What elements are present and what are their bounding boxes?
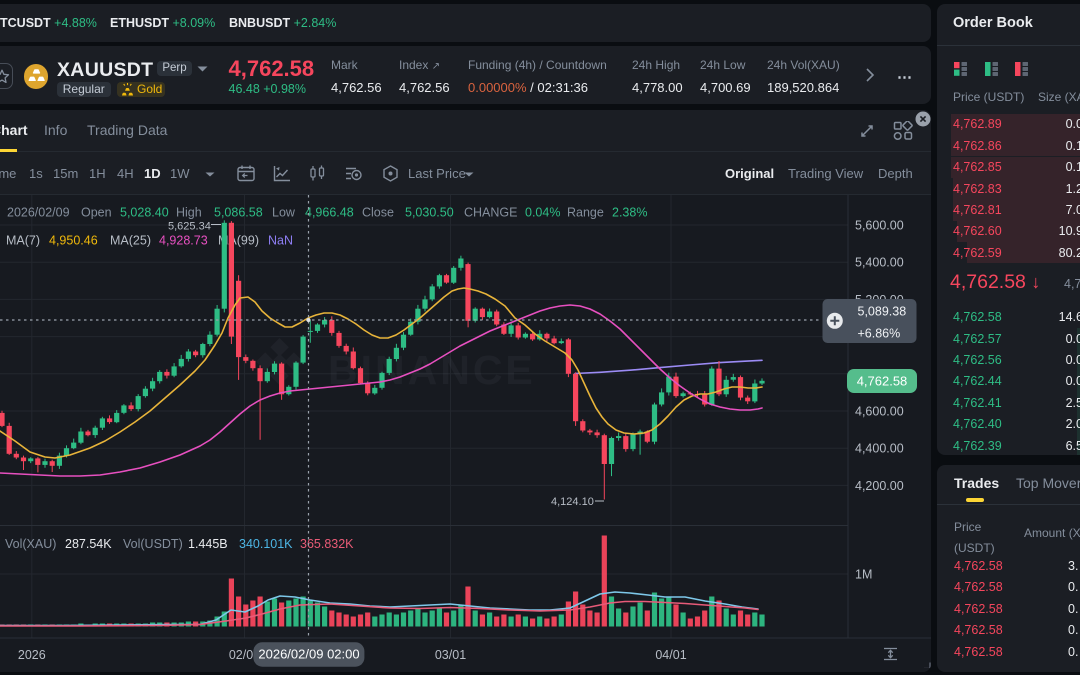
svg-text:2026: 2026: [18, 648, 46, 662]
svg-text:03/01: 03/01: [435, 648, 466, 662]
svg-text:MA(99): MA(99): [218, 234, 259, 248]
svg-text:4,966.48: 4,966.48: [305, 206, 354, 220]
svg-text:2026/02/09 02:00: 2026/02/09 02:00: [258, 647, 359, 662]
svg-text:1M: 1M: [855, 568, 872, 582]
svg-text:5,089.38: 5,089.38: [858, 305, 907, 319]
svg-text:1.445B: 1.445B: [188, 537, 228, 551]
svg-text:4,124.10: 4,124.10: [551, 496, 594, 508]
svg-text:4,400.00: 4,400.00: [855, 442, 904, 456]
svg-text:Open: Open: [81, 206, 112, 220]
svg-text:NaN: NaN: [268, 234, 293, 248]
svg-text:Close: Close: [362, 206, 394, 220]
svg-text:287.54K: 287.54K: [65, 537, 112, 551]
svg-text:4,928.73: 4,928.73: [159, 234, 208, 248]
svg-text:0.04%: 0.04%: [525, 206, 560, 220]
svg-text:2.38%: 2.38%: [612, 206, 647, 220]
svg-text:5,086.58: 5,086.58: [214, 206, 263, 220]
svg-text:340.101K: 340.101K: [239, 537, 293, 551]
svg-text:Range: Range: [567, 206, 604, 220]
svg-text:4,600.00: 4,600.00: [855, 405, 904, 419]
svg-text:MA(7): MA(7): [6, 234, 40, 248]
svg-text:4,762.58: 4,762.58: [857, 374, 908, 389]
svg-text:4,200.00: 4,200.00: [855, 479, 904, 493]
svg-text:2026/02/09: 2026/02/09: [7, 206, 70, 220]
svg-text:5,600.00: 5,600.00: [855, 219, 904, 233]
svg-text:5,400.00: 5,400.00: [855, 256, 904, 270]
svg-text:04/01: 04/01: [655, 648, 686, 662]
svg-text:Low: Low: [272, 206, 296, 220]
svg-text:5,625.34: 5,625.34: [168, 221, 211, 233]
svg-text:Vol(USDT): Vol(USDT): [123, 537, 183, 551]
svg-text:365.832K: 365.832K: [300, 537, 354, 551]
svg-text:5,028.40: 5,028.40: [120, 206, 169, 220]
svg-text:CHANGE: CHANGE: [464, 206, 517, 220]
svg-text:MA(25): MA(25): [110, 234, 151, 248]
svg-text:02/01: 02/01: [229, 648, 260, 662]
svg-text:High: High: [176, 206, 202, 220]
svg-text:+6.86%: +6.86%: [858, 327, 901, 341]
svg-text:Vol(XAU): Vol(XAU): [5, 537, 56, 551]
svg-text:5,030.50: 5,030.50: [405, 206, 454, 220]
svg-text:4,950.46: 4,950.46: [49, 234, 98, 248]
